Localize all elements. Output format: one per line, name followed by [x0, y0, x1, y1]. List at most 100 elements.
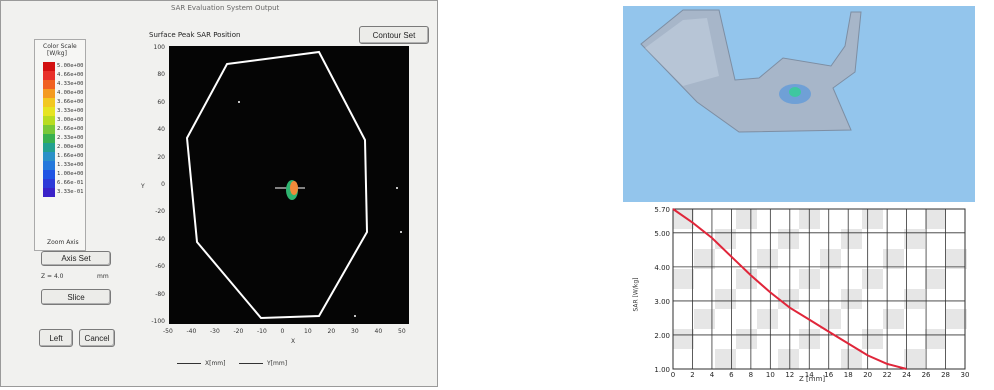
y-tick-label: 60: [157, 98, 165, 106]
chart-bg-tile: [673, 269, 694, 289]
chart-bg-tile: [715, 349, 736, 369]
chart-bg-tile: [862, 209, 883, 229]
color-scale-swatch: [43, 71, 55, 80]
color-scale-swatch: [43, 116, 55, 125]
color-scale-swatch: [43, 143, 55, 152]
chart-x-tick-label: 22: [883, 371, 892, 379]
chart-bg-tile: [904, 349, 925, 369]
window-title: SAR Evaluation System Output: [171, 4, 280, 12]
chart-bg-tile: [757, 309, 778, 329]
left-button[interactable]: Left: [39, 329, 73, 347]
color-scale-title: Color Scale: [43, 43, 77, 50]
x-tick-label: 50: [398, 328, 406, 335]
sar-output-window: SAR Evaluation System Output Surface Pea…: [0, 0, 438, 387]
chart-bg-tile: [925, 209, 946, 229]
x-tick-label: 40: [374, 328, 383, 335]
sar-depth-series-line: [672, 208, 907, 370]
marker-dot: [400, 231, 402, 233]
chart-bg-tile: [778, 289, 799, 309]
contour-set-button[interactable]: Contour Set: [359, 26, 429, 44]
chart-bg-tile: [883, 309, 904, 329]
cancel-button[interactable]: Cancel: [79, 329, 115, 347]
chart-bg-tile: [841, 289, 862, 309]
phantom-outline: [185, 50, 369, 320]
chart-x-tick-label: 24: [902, 371, 911, 379]
chart-x-tick-label: 16: [824, 371, 833, 379]
x-legend-label: X[mm]: [205, 360, 226, 367]
chart-y-tick-label: 5.00: [654, 230, 670, 238]
chart-y-tick-label: 3.00: [654, 298, 670, 306]
y-tick-label: -100: [151, 318, 165, 325]
y-tick-label: -20: [155, 208, 165, 216]
chart-bg-tile: [862, 269, 883, 289]
chart-x-tick-label: 20: [863, 371, 872, 379]
slice-slider-label: Slice: [67, 292, 85, 302]
color-scale-value: 3.33e+00: [57, 108, 84, 114]
color-scale-value: 2.33e+00: [57, 135, 84, 141]
color-scale-value: 4.66e+00: [57, 72, 84, 78]
y-tick-label: 40: [157, 126, 165, 134]
color-scale-value: 1.66e+00: [57, 153, 84, 159]
color-scale-value: 3.66e+00: [57, 99, 84, 105]
axis-set-button[interactable]: Axis Set: [41, 251, 111, 266]
chart-bg-tile: [841, 229, 862, 249]
color-scale-unit: [W/kg]: [47, 50, 67, 57]
x-tick-label: -10: [257, 328, 267, 335]
chart-bg-tile: [946, 249, 967, 269]
y-tick-label: -40: [155, 235, 165, 243]
color-scale-value: 4.00e+00: [57, 90, 84, 96]
chart-x-tick-label: 0: [671, 371, 675, 379]
hotspot-3d-core: [789, 87, 801, 97]
zoom-axis-label: Zoom Axis: [47, 239, 79, 246]
x-tick-label: 10: [304, 328, 312, 335]
chart-bg-tile: [715, 289, 736, 309]
color-scale-swatch: [43, 134, 55, 143]
z-value-label: Z = 4.0: [41, 273, 64, 280]
color-scale-value: 4.33e+00: [57, 81, 84, 87]
x-tick-label: 30: [351, 328, 359, 335]
y-tick-label: -80: [155, 290, 165, 298]
color-scale-value: 1.33e+00: [57, 162, 84, 168]
color-scale-value: 3.00e+00: [57, 117, 84, 123]
chart-x-tick-label: 14: [805, 371, 814, 379]
color-scale-value: 3.33e-01: [57, 189, 84, 195]
sar-hotspot-inner: [290, 181, 298, 195]
chart-bg-tile: [736, 209, 757, 229]
chart-bg-tile: [694, 249, 715, 269]
y-legend-label: Y[mm]: [267, 360, 288, 367]
chart-bg-tile: [925, 329, 946, 349]
chart-x-tick-label: 18: [844, 371, 853, 379]
x-tick-label: 20: [327, 328, 336, 335]
color-scale-swatch: [43, 80, 55, 89]
chart-y-tick-label: 5.70: [654, 206, 670, 214]
y-tick-label: 100: [153, 44, 165, 51]
sar-plot-svg: [185, 50, 402, 320]
chart-bg-tile: [862, 329, 883, 349]
slice-slider[interactable]: Slice: [41, 289, 111, 305]
chart-x-tick-label: 2: [690, 371, 694, 379]
color-scale-swatch: [43, 152, 55, 161]
y-tick-label: 20: [157, 153, 165, 161]
sar-depth-chart-svg: 0 2 4 6 8 10 12 14 16 18 20 22 24 26 28 305.705.004.003…: [654, 206, 969, 379]
color-scale-swatch: [43, 98, 55, 107]
marker-dot: [238, 101, 240, 103]
color-scale-swatch: [43, 161, 55, 170]
chart-bg-tile: [946, 309, 967, 329]
color-scale-swatch: [43, 107, 55, 116]
color-scale-swatch: [43, 188, 55, 197]
chart-bg-tile: [925, 269, 946, 289]
color-scale-value: 6.66e-01: [57, 180, 84, 186]
marker-dot: [396, 187, 398, 189]
plot-title: Surface Peak SAR Position: [149, 31, 241, 39]
chart-bg-tile: [673, 329, 694, 349]
x-tick-label: -20: [233, 328, 244, 335]
chart-bg-tile: [820, 249, 841, 269]
y-axis-label: Y: [141, 183, 145, 190]
phantom-highlight: [645, 18, 719, 86]
x-legend-line: [177, 363, 201, 364]
chart-ylabel: SAR [W/kg]: [632, 277, 640, 312]
chart-x-tick-label: 12: [785, 371, 794, 379]
chart-bg-tile: [883, 249, 904, 269]
chart-y-tick-label: 1.00: [654, 366, 670, 374]
color-scale-value: 2.00e+00: [57, 144, 84, 150]
